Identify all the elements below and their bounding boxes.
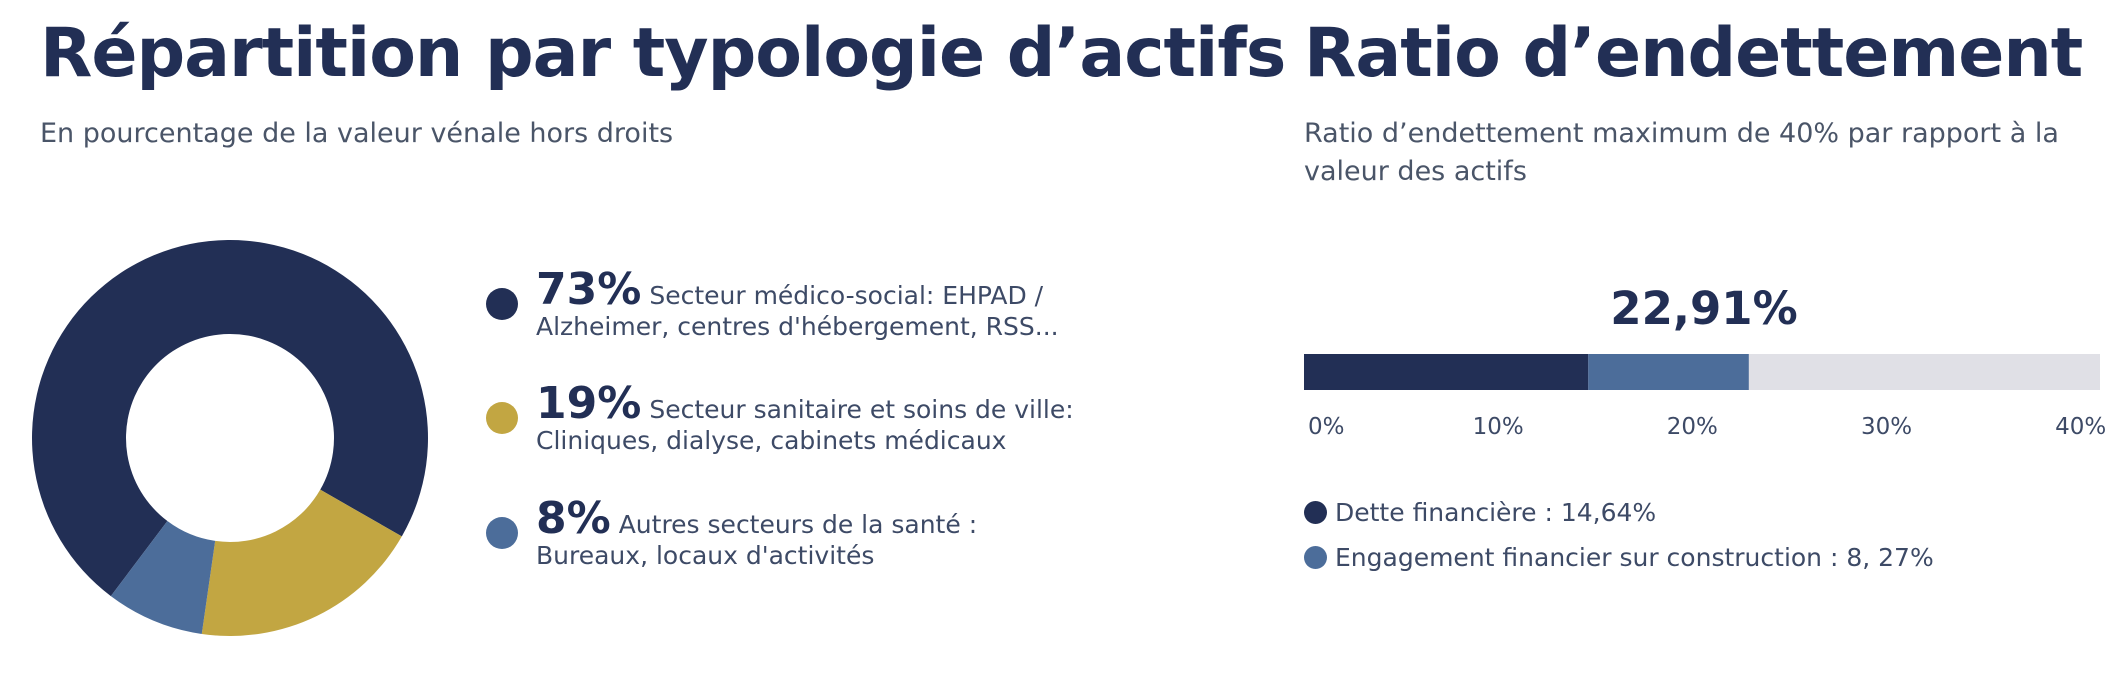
legend-item-medico-social: 73% Secteur médico-social: EHPAD / Alzhei… (486, 268, 1086, 342)
legend-pct-autres: 8% (536, 493, 611, 544)
legend-label-sanitaire: Secteur sanitaire et soins de ville: Cli… (536, 395, 1074, 455)
axis-tick-30: 30% (1860, 414, 1913, 440)
axis-tick-40: 40% (2055, 414, 2107, 440)
donut-slice-medico-social (32, 239, 429, 597)
legend-dot-dette-financiere (1304, 501, 1327, 524)
legend-dot-medico-social (486, 288, 518, 320)
legend-label-engagement-construction: Engagement financier sur construction : … (1335, 543, 1934, 572)
debt-ratio-stacked-bar (1304, 354, 2100, 390)
legend-item-autres: 8% Autres secteurs de la santé : Bureaux,… (486, 497, 1086, 571)
debt-ratio-subtitle: Ratio d’endettement maximum de 40% par r… (1304, 118, 2059, 187)
bar-segment-dette-financiere (1304, 354, 1589, 390)
asset-typology-panel: Répartition par typologie d’actifs En po… (32, 14, 1286, 636)
legend-dot-autres (486, 517, 518, 549)
asset-typology-subtitle: En pourcentage de la valeur vénale hors … (40, 118, 674, 149)
axis-tick-20: 20% (1666, 414, 1718, 440)
asset-typology-title: Répartition par typologie d’actifs (40, 14, 1286, 93)
donut-slice-sanitaire (201, 489, 402, 636)
debt-ratio-title: Ratio d’endettement (1304, 14, 2083, 93)
axis-tick-10: 10% (1472, 414, 1524, 440)
debt-ratio-total-value: 22,91% (1610, 282, 1798, 335)
axis-tick-0: 0% (1308, 414, 1345, 440)
donut-slice-autres (110, 521, 216, 634)
legend-dot-engagement-construction (1304, 546, 1327, 569)
legend-label-medico-social: Secteur médico-social: EHPAD / Alzheimer… (536, 281, 1059, 341)
legend-label-dette-financiere: Dette financière : 14,64% (1335, 498, 1657, 527)
legend-item-sanitaire: 19% Secteur sanitaire et soins de ville: … (486, 382, 1086, 456)
legend-pct-sanitaire: 19% (536, 378, 642, 429)
legend-pct-medico-social: 73% (536, 264, 642, 315)
bar-segment-engagement-construction (1588, 354, 1749, 390)
legend-label-autres: Autres secteurs de la santé : Bureaux, l… (536, 510, 978, 570)
legend-dot-sanitaire (486, 402, 518, 434)
debt-ratio-panel: Ratio d’endettement Ratio d’endettement … (1290, 0, 2116, 698)
legend-item-engagement-construction: Engagement financier sur construction : … (1304, 543, 1934, 572)
legend-item-dette-financiere: Dette financière : 14,64% (1304, 498, 1656, 527)
asset-typology-donut-chart (32, 239, 429, 636)
